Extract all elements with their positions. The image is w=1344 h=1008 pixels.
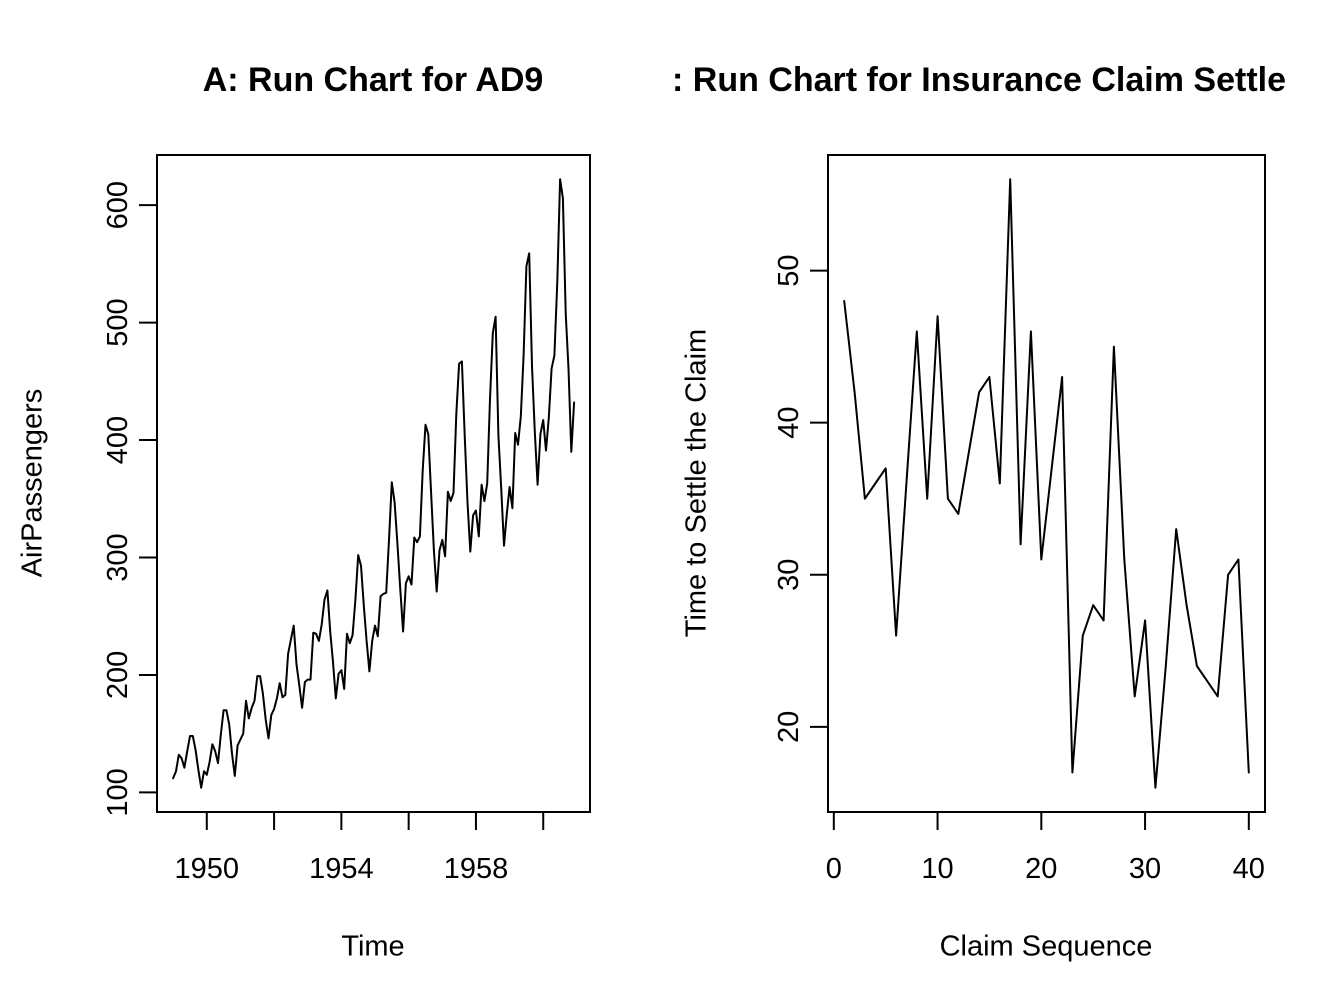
y-tick-label: 40 <box>773 407 805 439</box>
y-tick-label: 20 <box>773 711 805 743</box>
right-yaxis-label: Time to Settle the Claim <box>680 328 713 638</box>
x-tick-label: 30 <box>1129 853 1161 885</box>
chart-panel-0: 1950 1954 1958 100 200 300 400 500 600 <box>102 154 591 885</box>
y-tick-label: 100 <box>102 768 134 816</box>
y-tick-label: 400 <box>102 416 134 464</box>
y-tick-label: 200 <box>102 651 134 699</box>
x-tick-label: 1958 <box>444 853 509 885</box>
data-line <box>843 178 1250 789</box>
left-xaxis-label: Time <box>341 930 405 963</box>
y-tick-label: 50 <box>773 254 805 286</box>
data-line <box>172 178 576 789</box>
left-chart-title: A: Run Chart for AD9 <box>202 61 544 99</box>
plot-box <box>156 154 591 813</box>
x-tick-label: 1954 <box>309 853 374 885</box>
x-tick-label: 20 <box>1025 853 1057 885</box>
y-tick-label: 500 <box>102 298 134 346</box>
plot-box <box>827 154 1266 813</box>
chart-panel-1: 0 10 20 30 40 20 30 40 50 <box>773 154 1266 885</box>
right-chart-title: : Run Chart for Insurance Claim Settle <box>672 61 1286 99</box>
x-tick-label: 10 <box>921 853 953 885</box>
x-tick-label: 1950 <box>175 853 240 885</box>
x-tick-label: 40 <box>1233 853 1265 885</box>
x-tick-label: 0 <box>826 853 842 885</box>
right-xaxis-label: Claim Sequence <box>939 930 1153 963</box>
y-tick-label: 30 <box>773 559 805 591</box>
y-tick-label: 600 <box>102 181 134 229</box>
left-yaxis-label: AirPassengers <box>16 388 49 578</box>
y-tick-label: 300 <box>102 533 134 581</box>
